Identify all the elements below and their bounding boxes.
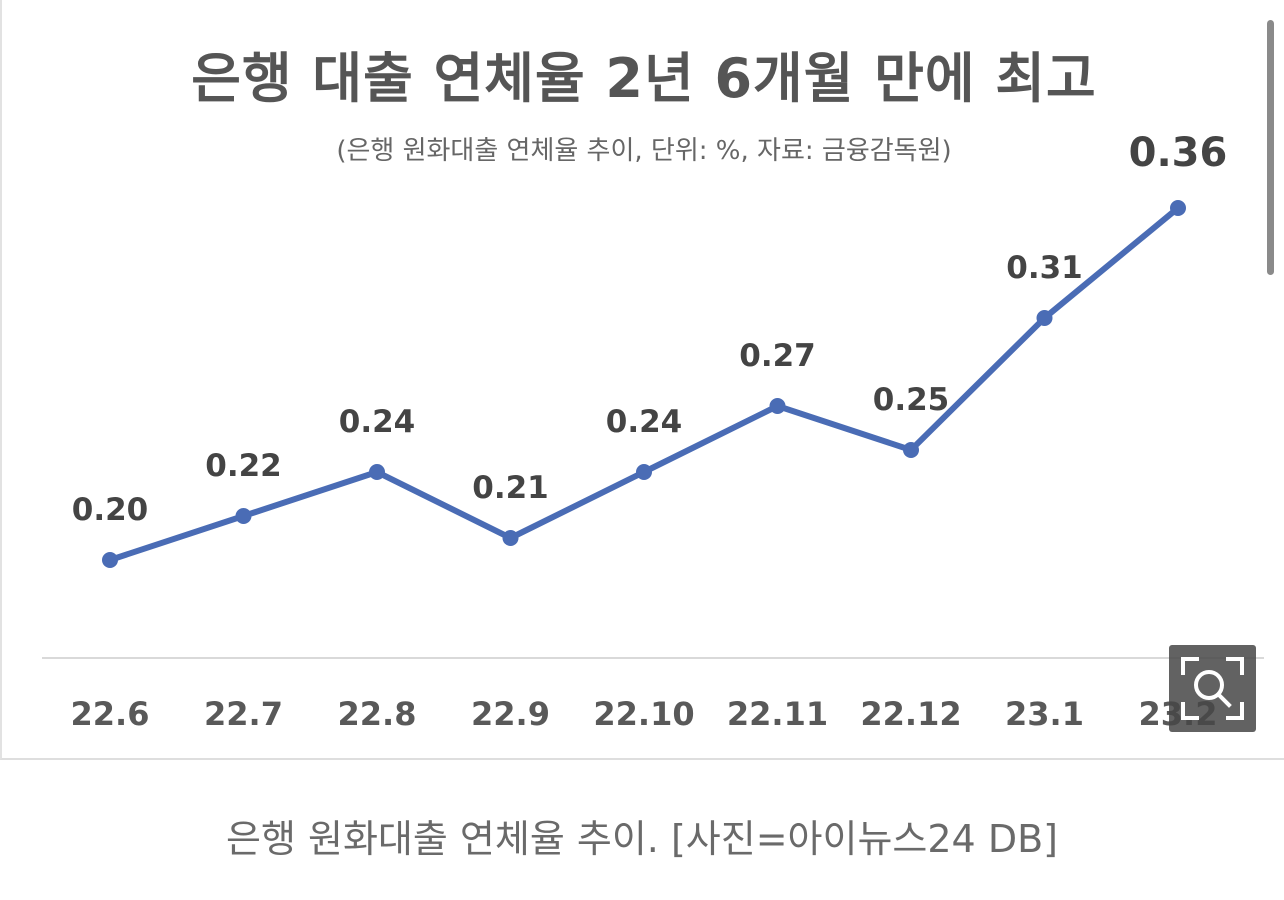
zoom-button[interactable] (1169, 645, 1256, 732)
data-label: 0.27 (739, 338, 816, 374)
data-label: 0.22 (205, 448, 282, 484)
data-point (502, 530, 519, 546)
data-label: 0.25 (873, 382, 950, 418)
x-tick-label: 22.11 (727, 695, 828, 733)
data-point (369, 464, 385, 480)
scrollbar[interactable] (1267, 20, 1274, 275)
data-label-layer: 0.20 0.22 0.24 0.21 0.24 0.27 0.25 0.31 0.36 (72, 130, 1228, 528)
x-tick-label: 22.10 (593, 695, 694, 733)
data-label: 0.24 (339, 404, 416, 440)
x-tick-label: 22.9 (471, 695, 550, 733)
x-tick-label: 22.6 (71, 695, 150, 733)
data-point (636, 464, 652, 480)
data-label: 0.24 (606, 404, 683, 440)
data-point (235, 508, 252, 524)
x-tick-label: 23.1 (1005, 695, 1084, 733)
line-chart: 0.20 0.22 0.24 0.21 0.24 0.27 0.25 0.31 0.36 22.… (42, 130, 1264, 733)
data-point (903, 442, 919, 458)
chart-image: 은행 대출 연체율 2년 6개월 만에 최고 (은행 원화대출 연체율 추이, … (0, 0, 1284, 760)
series-layer (102, 200, 1186, 568)
image-caption: 은행 원화대출 연체율 추이. [사진=아이뉴스24 DB] (226, 817, 1058, 861)
data-label: 0.21 (472, 470, 549, 506)
x-tick-label: 22.7 (204, 695, 283, 733)
chart-title: 은행 대출 연체율 2년 6개월 만에 최고 (191, 47, 1097, 110)
data-point (1036, 310, 1053, 326)
data-point (1170, 200, 1186, 216)
zoom-magnifier-icon (1181, 657, 1244, 720)
data-point (102, 552, 118, 568)
x-tick-label: 22.12 (860, 695, 961, 733)
x-tick-label: 22.8 (338, 695, 417, 733)
data-label: 0.36 (1129, 130, 1228, 176)
data-label: 0.20 (72, 492, 149, 528)
data-point (769, 398, 786, 414)
chart-subtitle: (은행 원화대출 연체율 추이, 단위: %, 자료: 금융감독원) (336, 136, 952, 166)
data-label: 0.31 (1006, 250, 1083, 286)
